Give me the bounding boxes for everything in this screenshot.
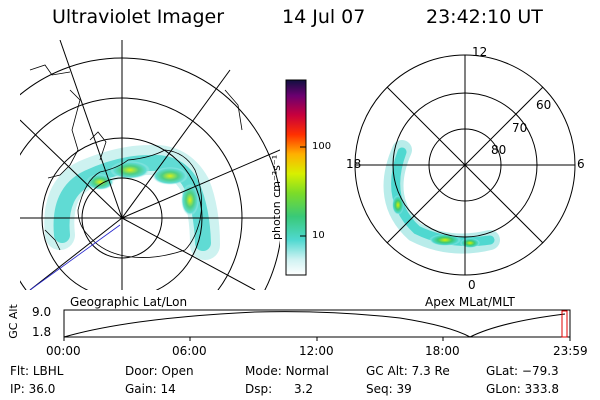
- mlt-label-right: 6: [577, 157, 585, 171]
- altitude-xtick: 23:59: [553, 344, 588, 358]
- current-time-marker: [561, 310, 568, 338]
- geo-panel-label: Geographic Lat/Lon: [70, 295, 188, 309]
- altitude-xtick: 18:00: [425, 344, 460, 358]
- info-flt: Flt: LBHL: [10, 364, 64, 378]
- mlat-mlt-polar-plot: [354, 54, 576, 276]
- info-door: Door: Open: [125, 364, 194, 378]
- altitude-ytick-min: 1.8: [32, 325, 52, 339]
- info-glon: GLon: 333.8: [486, 382, 559, 396]
- mlt-label-top: 12: [472, 45, 488, 59]
- mag-panel-label: Apex MLat/MLT: [425, 295, 515, 309]
- mlat-label-70: 70: [512, 121, 528, 135]
- instrument-title: Ultraviolet Imager: [52, 6, 225, 28]
- mlt-label-left: 18: [346, 157, 362, 171]
- time-label: 23:42:10 UT: [426, 6, 543, 28]
- info-gc-alt: GC Alt: 7.3 Re: [366, 364, 450, 378]
- mlt-label-bottom: 0: [468, 278, 476, 292]
- date-label: 14 Jul 07: [282, 6, 366, 28]
- altitude-xtick: 06:00: [172, 344, 207, 358]
- altitude-timeline-plot: [63, 309, 571, 341]
- colorbar-unit-label: photon cm⁻²s⁻¹: [270, 154, 283, 240]
- colorbar-tick-10: 10: [312, 230, 325, 241]
- altitude-xtick: 12:00: [299, 344, 334, 358]
- info-glat: GLat: −79.3: [486, 364, 559, 378]
- mlat-label-80: 80: [491, 143, 507, 157]
- info-ip: IP: 36.0: [10, 382, 56, 396]
- info-dsp: Dsp: 3.2: [245, 382, 314, 396]
- colorbar: [285, 79, 307, 276]
- geo-map: [20, 40, 280, 290]
- info-mode: Mode: Normal: [245, 364, 329, 378]
- geo-aurora-oval: [44, 144, 220, 260]
- altitude-xtick: 00:00: [46, 344, 81, 358]
- mlat-label-60: 60: [536, 98, 552, 112]
- altitude-ylabel: GC Alt: [6, 304, 20, 339]
- altitude-ytick-max: 9.0: [32, 305, 52, 319]
- colorbar-tick-100: 100: [312, 141, 332, 152]
- info-seq: Seq: 39: [366, 382, 412, 396]
- info-gain: Gain: 14: [125, 382, 176, 396]
